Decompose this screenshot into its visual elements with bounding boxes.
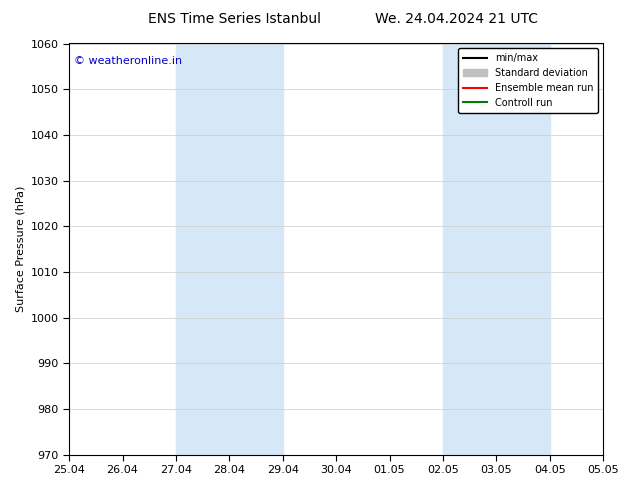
- Y-axis label: Surface Pressure (hPa): Surface Pressure (hPa): [15, 186, 25, 312]
- Bar: [176, 44, 283, 455]
- Text: © weatheronline.in: © weatheronline.in: [74, 56, 183, 66]
- Legend: min/max, Standard deviation, Ensemble mean run, Controll run: min/max, Standard deviation, Ensemble me…: [458, 49, 598, 113]
- Text: ENS Time Series Istanbul: ENS Time Series Istanbul: [148, 12, 321, 26]
- Text: We. 24.04.2024 21 UTC: We. 24.04.2024 21 UTC: [375, 12, 538, 26]
- Bar: [443, 44, 550, 455]
